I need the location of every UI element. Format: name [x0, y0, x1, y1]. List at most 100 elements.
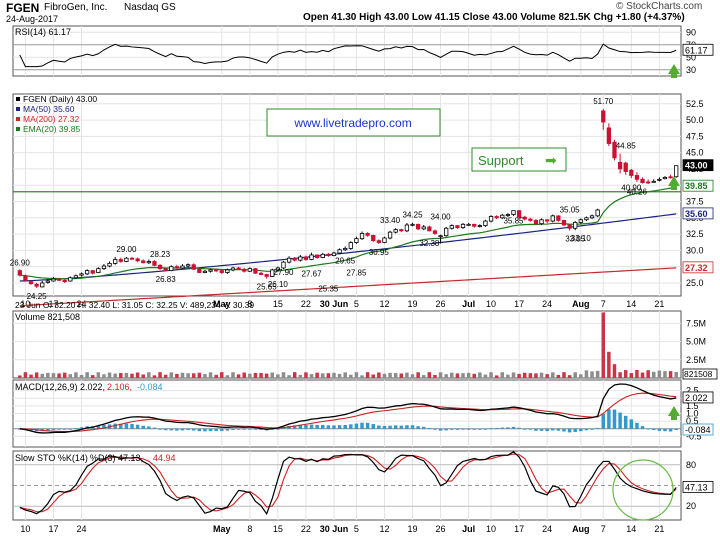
candle-body	[107, 263, 112, 267]
website-box	[266, 108, 441, 137]
macd-hist-bar	[640, 426, 645, 429]
volume-bar	[29, 374, 33, 378]
candle-body	[40, 282, 45, 288]
sto-value-box	[682, 481, 714, 493]
price-tick-label: 32.5	[686, 229, 704, 239]
sto-label: Slow STO %K(14)	[15, 453, 88, 463]
macd-hist-bar	[623, 415, 628, 429]
macd-hist-bar	[321, 424, 325, 429]
price-annotation: 33.40	[380, 216, 401, 225]
price-annotation: 27.85	[346, 268, 367, 277]
sto-d-label: %D(3) 47.13,	[90, 453, 143, 463]
candle-body	[17, 270, 22, 276]
price-annotation: 26.90	[10, 259, 31, 268]
macd-value-tag: -0.084	[685, 425, 711, 435]
macd-hist-bar	[180, 428, 185, 431]
price-annotation: 33.05	[565, 235, 586, 244]
macd-hist-bar	[466, 428, 471, 430]
volume-tick-label: 7.5M	[686, 318, 706, 328]
macd-hist-bar	[562, 428, 566, 432]
volume-bar	[421, 375, 426, 378]
candle-body	[270, 269, 275, 277]
volume-bar	[590, 371, 594, 378]
candle-body	[34, 283, 39, 287]
volume-bar	[573, 372, 577, 378]
candle-body	[640, 178, 645, 184]
x-tick-label: 19	[408, 524, 418, 534]
candle-body	[101, 265, 107, 270]
candle-body	[96, 268, 101, 273]
volume-bar	[276, 374, 280, 378]
candle-body	[174, 266, 180, 269]
price-annotation: 28.23	[150, 250, 171, 259]
macd-hist-bar	[169, 428, 174, 431]
price-annotation: 35.85	[503, 216, 524, 225]
price-legend-item: MA(50) 35.60	[23, 104, 75, 114]
macd-hist-bar	[354, 423, 359, 429]
volume-bar	[393, 373, 398, 378]
price-annotation: 33.10	[571, 234, 592, 243]
macd-hist-bar	[124, 423, 129, 429]
macd-hist-bar	[595, 427, 600, 429]
candle-body	[500, 214, 505, 219]
candle-body	[141, 260, 146, 264]
candle-body	[399, 229, 404, 232]
price-annotation: 35.05	[560, 205, 581, 214]
candle-body	[634, 175, 640, 180]
ma50-line	[19, 213, 677, 282]
candle-body	[191, 264, 196, 270]
x-tick-label-mid: 14	[626, 299, 636, 309]
ma200-line	[19, 267, 677, 307]
volume-bar	[646, 370, 650, 378]
candle-body	[152, 261, 157, 266]
macd-hist-bar	[175, 428, 179, 431]
volume-bar	[623, 370, 628, 378]
macd-hist-bar	[511, 426, 516, 429]
macd-hist-bar	[371, 424, 375, 429]
price-annotation: 40.26	[627, 188, 648, 197]
candle-body	[556, 215, 561, 221]
x-tick-label: 14	[626, 524, 636, 534]
macd-hist-bar	[450, 428, 454, 430]
volume-bar	[113, 373, 117, 378]
price-tick-label: 47.5	[686, 131, 704, 141]
macd-tick-label: 2.5	[686, 386, 699, 396]
x-tick-label-mid: 15	[273, 299, 283, 309]
volume-bar	[326, 373, 331, 378]
volume-bar	[567, 375, 572, 378]
volume-bar	[506, 374, 510, 378]
macd-tick-label: 1.5	[686, 401, 699, 411]
macd-hist-bar	[416, 426, 420, 429]
volume-bar	[74, 372, 78, 378]
candle-body	[73, 275, 79, 279]
volume-bar	[663, 371, 667, 378]
volume-bar	[186, 373, 190, 378]
x-tick-label: 26	[436, 524, 446, 534]
volume-bar	[618, 372, 622, 378]
volume-bar	[360, 375, 364, 378]
candle-body	[309, 254, 314, 260]
macd-hist-bar	[438, 428, 443, 431]
candle-body	[427, 226, 432, 232]
volume-bar	[472, 373, 476, 378]
price-annotation: 25.35	[318, 285, 339, 294]
volume-tick-label: 5.0M	[686, 337, 706, 347]
x-tick-label-mid: 5	[354, 299, 359, 309]
volume-bar	[337, 373, 342, 378]
candle-body	[539, 219, 544, 225]
volume-bar	[365, 372, 370, 378]
macd-hist-bar	[74, 427, 78, 429]
volume-bar	[248, 373, 252, 378]
price-annotation: 32.38	[419, 239, 440, 248]
macd-hist-bar	[208, 428, 213, 432]
candle-body	[646, 181, 651, 184]
candle-body	[488, 216, 494, 222]
macd-hist-bar	[326, 425, 331, 429]
volume-bar	[214, 374, 218, 378]
macd-tick-label: 0.5	[686, 416, 699, 426]
volume-bar	[225, 375, 230, 378]
volume-bar	[141, 374, 145, 378]
macd-signal-line	[19, 392, 677, 433]
macd-hist-bar	[377, 425, 381, 429]
candle-body	[253, 268, 258, 274]
